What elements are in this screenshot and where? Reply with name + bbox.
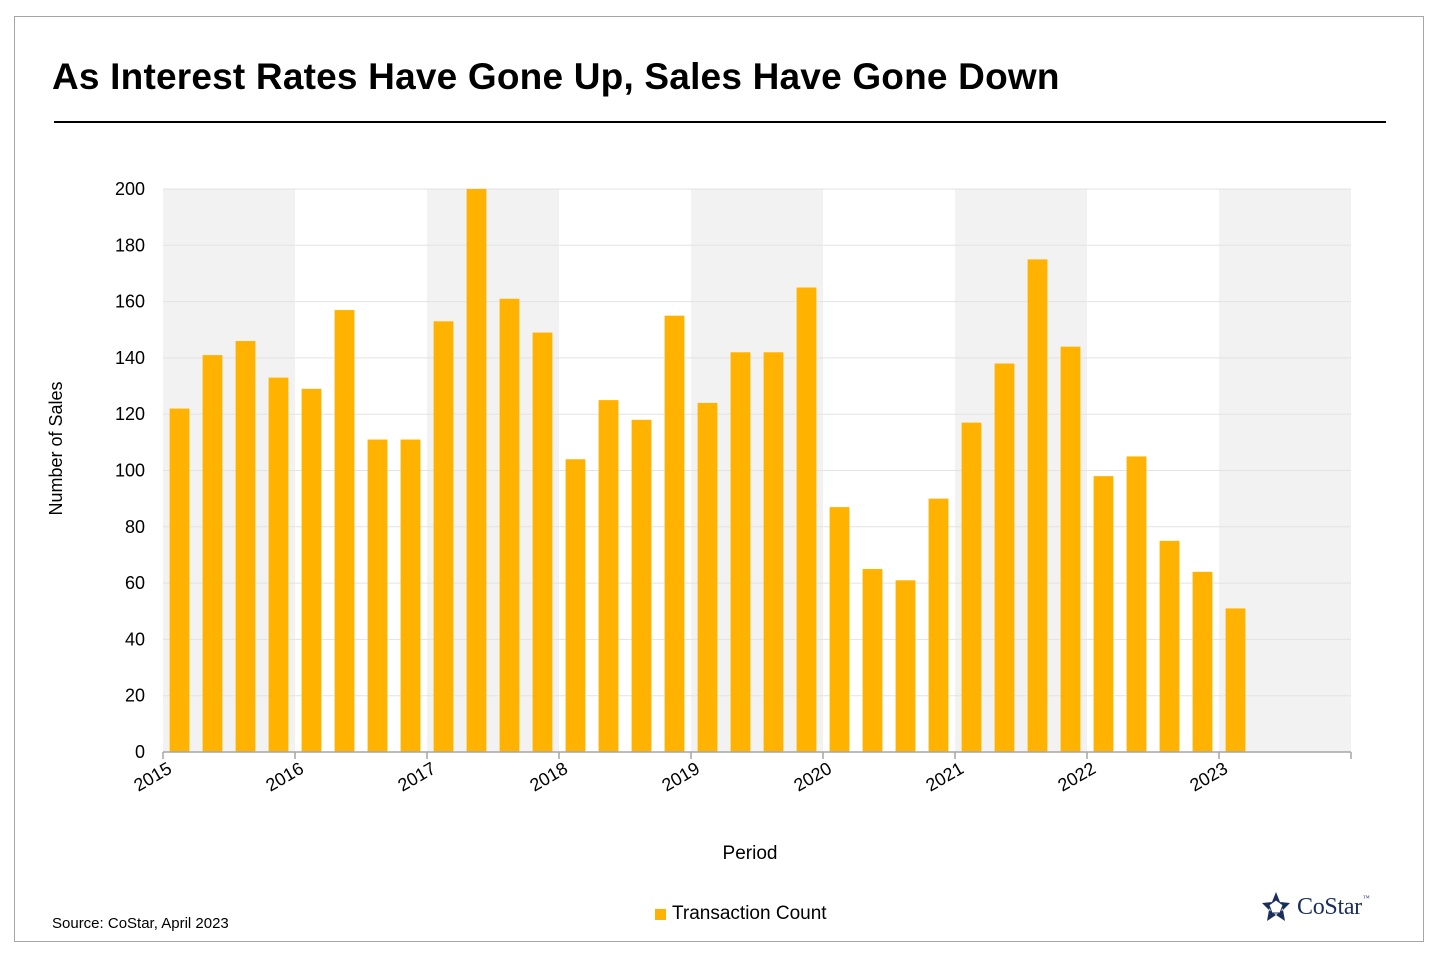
bar-2021-q1 — [961, 422, 982, 752]
bar-2016-q2 — [334, 310, 355, 752]
x-axis-title: Period — [723, 843, 778, 864]
bar-2017-q4 — [532, 332, 553, 752]
legend-label: Transaction Count — [672, 903, 827, 924]
bar-2016-q4 — [400, 439, 421, 752]
costar-star-icon — [1262, 892, 1290, 921]
x-tick-label-2016: 2016 — [262, 758, 307, 795]
bar-2017-q1 — [433, 321, 454, 752]
y-tick-label-180: 180 — [115, 235, 145, 255]
bar-2016-q3 — [367, 439, 388, 752]
x-tick-label-2018: 2018 — [526, 758, 571, 795]
bar-2016-q1 — [301, 388, 322, 752]
y-tick-label-200: 200 — [115, 179, 145, 199]
x-tick-label-2019: 2019 — [658, 758, 703, 795]
bar-2019-q3 — [763, 352, 784, 752]
bar-2018-q1 — [565, 459, 586, 752]
bar-2019-q4 — [796, 287, 817, 752]
bar-2020-q2 — [862, 569, 883, 752]
y-tick-label-120: 120 — [115, 404, 145, 424]
source-note: Source: CoStar, April 2023 — [52, 915, 229, 932]
x-tick-label-2020: 2020 — [790, 758, 835, 795]
bar-2015-q1 — [169, 408, 190, 752]
y-tick-label-60: 60 — [125, 573, 145, 593]
bar-2019-q2 — [730, 352, 751, 752]
y-tick-label-40: 40 — [125, 629, 145, 649]
bar-2021-q2 — [994, 363, 1015, 752]
x-tick-label-2015: 2015 — [130, 758, 175, 795]
y-tick-label-20: 20 — [125, 686, 145, 706]
y-tick-label-160: 160 — [115, 292, 145, 312]
bar-2015-q4 — [268, 377, 289, 752]
bar-2015-q3 — [235, 341, 256, 752]
y-tick-label-80: 80 — [125, 517, 145, 537]
bar-2018-q2 — [598, 400, 619, 752]
bar-2022-q4 — [1192, 571, 1213, 752]
logo-text: CoStar™ — [1297, 893, 1370, 921]
bar-2021-q3 — [1027, 259, 1048, 752]
costar-logo: CoStar™ — [1259, 890, 1370, 924]
chart-legend: Transaction Count — [655, 903, 827, 925]
y-tick-label-0: 0 — [135, 742, 145, 762]
x-tick-label-2017: 2017 — [394, 758, 439, 795]
y-tick-label-140: 140 — [115, 348, 145, 368]
x-tick-label-2023: 2023 — [1186, 758, 1231, 795]
y-tick-label-100: 100 — [115, 461, 145, 481]
bar-2018-q3 — [631, 419, 652, 752]
bar-2020-q1 — [829, 507, 850, 752]
bar-2017-q2 — [466, 189, 487, 752]
bar-2020-q3 — [895, 580, 916, 752]
bar-2020-q4 — [928, 498, 949, 752]
legend-swatch — [655, 908, 666, 920]
bar-2022-q1 — [1093, 476, 1114, 752]
logo-wordmark: CoStar — [1297, 893, 1362, 920]
chart-title: As Interest Rates Have Gone Up, Sales Ha… — [52, 56, 1060, 97]
logo-trademark: ™ — [1362, 893, 1370, 902]
bar-2022-q3 — [1159, 540, 1180, 752]
bar-2023-q1 — [1225, 608, 1246, 752]
bar-2018-q4 — [664, 315, 685, 752]
bar-2021-q4 — [1060, 346, 1081, 752]
y-axis-title: Number of Sales — [46, 381, 66, 515]
x-tick-label-2022: 2022 — [1054, 758, 1099, 795]
bar-2017-q3 — [499, 298, 520, 752]
title-divider — [54, 121, 1386, 123]
x-tick-label-2021: 2021 — [922, 758, 967, 795]
bar-2019-q1 — [697, 402, 718, 752]
bar-2022-q2 — [1126, 456, 1147, 752]
bar-2015-q2 — [202, 355, 223, 752]
